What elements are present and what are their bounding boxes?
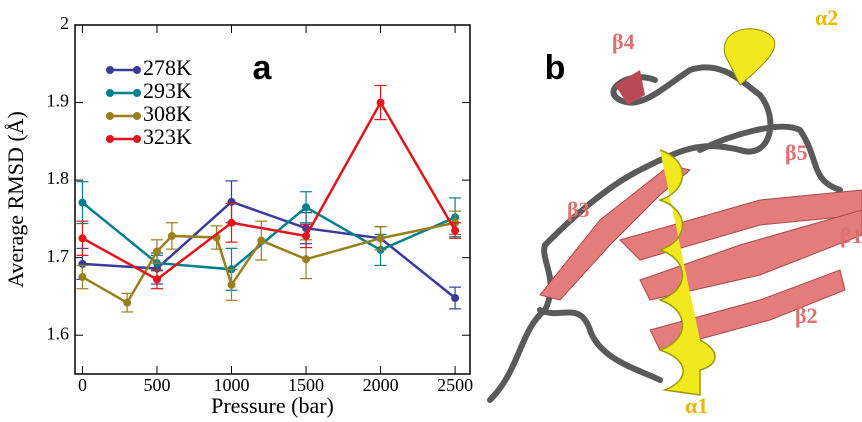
legend-marker bbox=[106, 135, 114, 143]
plot-frame bbox=[74, 24, 471, 375]
point bbox=[257, 236, 266, 245]
structure-label: α2 bbox=[815, 5, 838, 30]
legend-label: 308K bbox=[143, 101, 192, 126]
point bbox=[123, 298, 132, 307]
y-tick-label: 1.9 bbox=[47, 91, 70, 111]
x-tick-label: 500 bbox=[143, 375, 170, 395]
x-tick-label: 1500 bbox=[288, 375, 324, 395]
point bbox=[227, 280, 236, 289]
point bbox=[167, 231, 176, 240]
x-tick-label: 2500 bbox=[437, 375, 473, 395]
legend-marker bbox=[106, 66, 114, 74]
legend-label: 323K bbox=[143, 124, 192, 149]
point bbox=[152, 275, 161, 284]
point bbox=[78, 198, 87, 207]
point bbox=[227, 218, 236, 227]
structure-label: β1 bbox=[840, 223, 862, 248]
structure-label: α1 bbox=[685, 393, 708, 418]
point bbox=[451, 226, 460, 235]
point bbox=[78, 273, 87, 282]
y-axis-label: Average RMSD (Å) bbox=[3, 111, 28, 288]
point bbox=[302, 255, 311, 264]
protein-cartoon bbox=[487, 28, 862, 403]
series-line bbox=[81, 221, 456, 305]
legend-marker bbox=[133, 112, 141, 120]
legend-label: 293K bbox=[143, 78, 192, 103]
structure-label: β5 bbox=[785, 140, 808, 165]
legend-marker bbox=[106, 112, 114, 120]
y-tick-label: 2 bbox=[60, 13, 69, 33]
legend-label: 278K bbox=[143, 55, 192, 80]
point bbox=[78, 234, 87, 243]
structure-label: β3 bbox=[567, 197, 590, 222]
point bbox=[376, 234, 385, 243]
y-tick-label: 1.6 bbox=[47, 323, 70, 343]
structure-label: β2 bbox=[795, 303, 818, 328]
panel-label: b bbox=[545, 49, 566, 87]
x-tick-label: 0 bbox=[78, 375, 87, 395]
y-tick-label: 1.8 bbox=[47, 168, 70, 188]
x-tick-label: 2000 bbox=[363, 375, 399, 395]
series-line bbox=[81, 201, 456, 271]
x-axis-label: Pressure (bar) bbox=[211, 393, 334, 418]
series-line bbox=[81, 100, 457, 281]
chart-title: a bbox=[253, 49, 273, 87]
legend-marker bbox=[133, 135, 141, 143]
point bbox=[302, 203, 311, 212]
y-tick-label: 1.7 bbox=[47, 246, 70, 266]
point bbox=[451, 293, 460, 302]
x-tick-label: 1000 bbox=[214, 375, 250, 395]
structure-label: β4 bbox=[612, 29, 635, 54]
legend-marker bbox=[133, 89, 141, 97]
series-line bbox=[82, 200, 456, 299]
legend-marker bbox=[133, 66, 141, 74]
legend-marker bbox=[106, 89, 114, 97]
point bbox=[302, 231, 311, 240]
point bbox=[376, 98, 385, 107]
point bbox=[152, 247, 161, 256]
